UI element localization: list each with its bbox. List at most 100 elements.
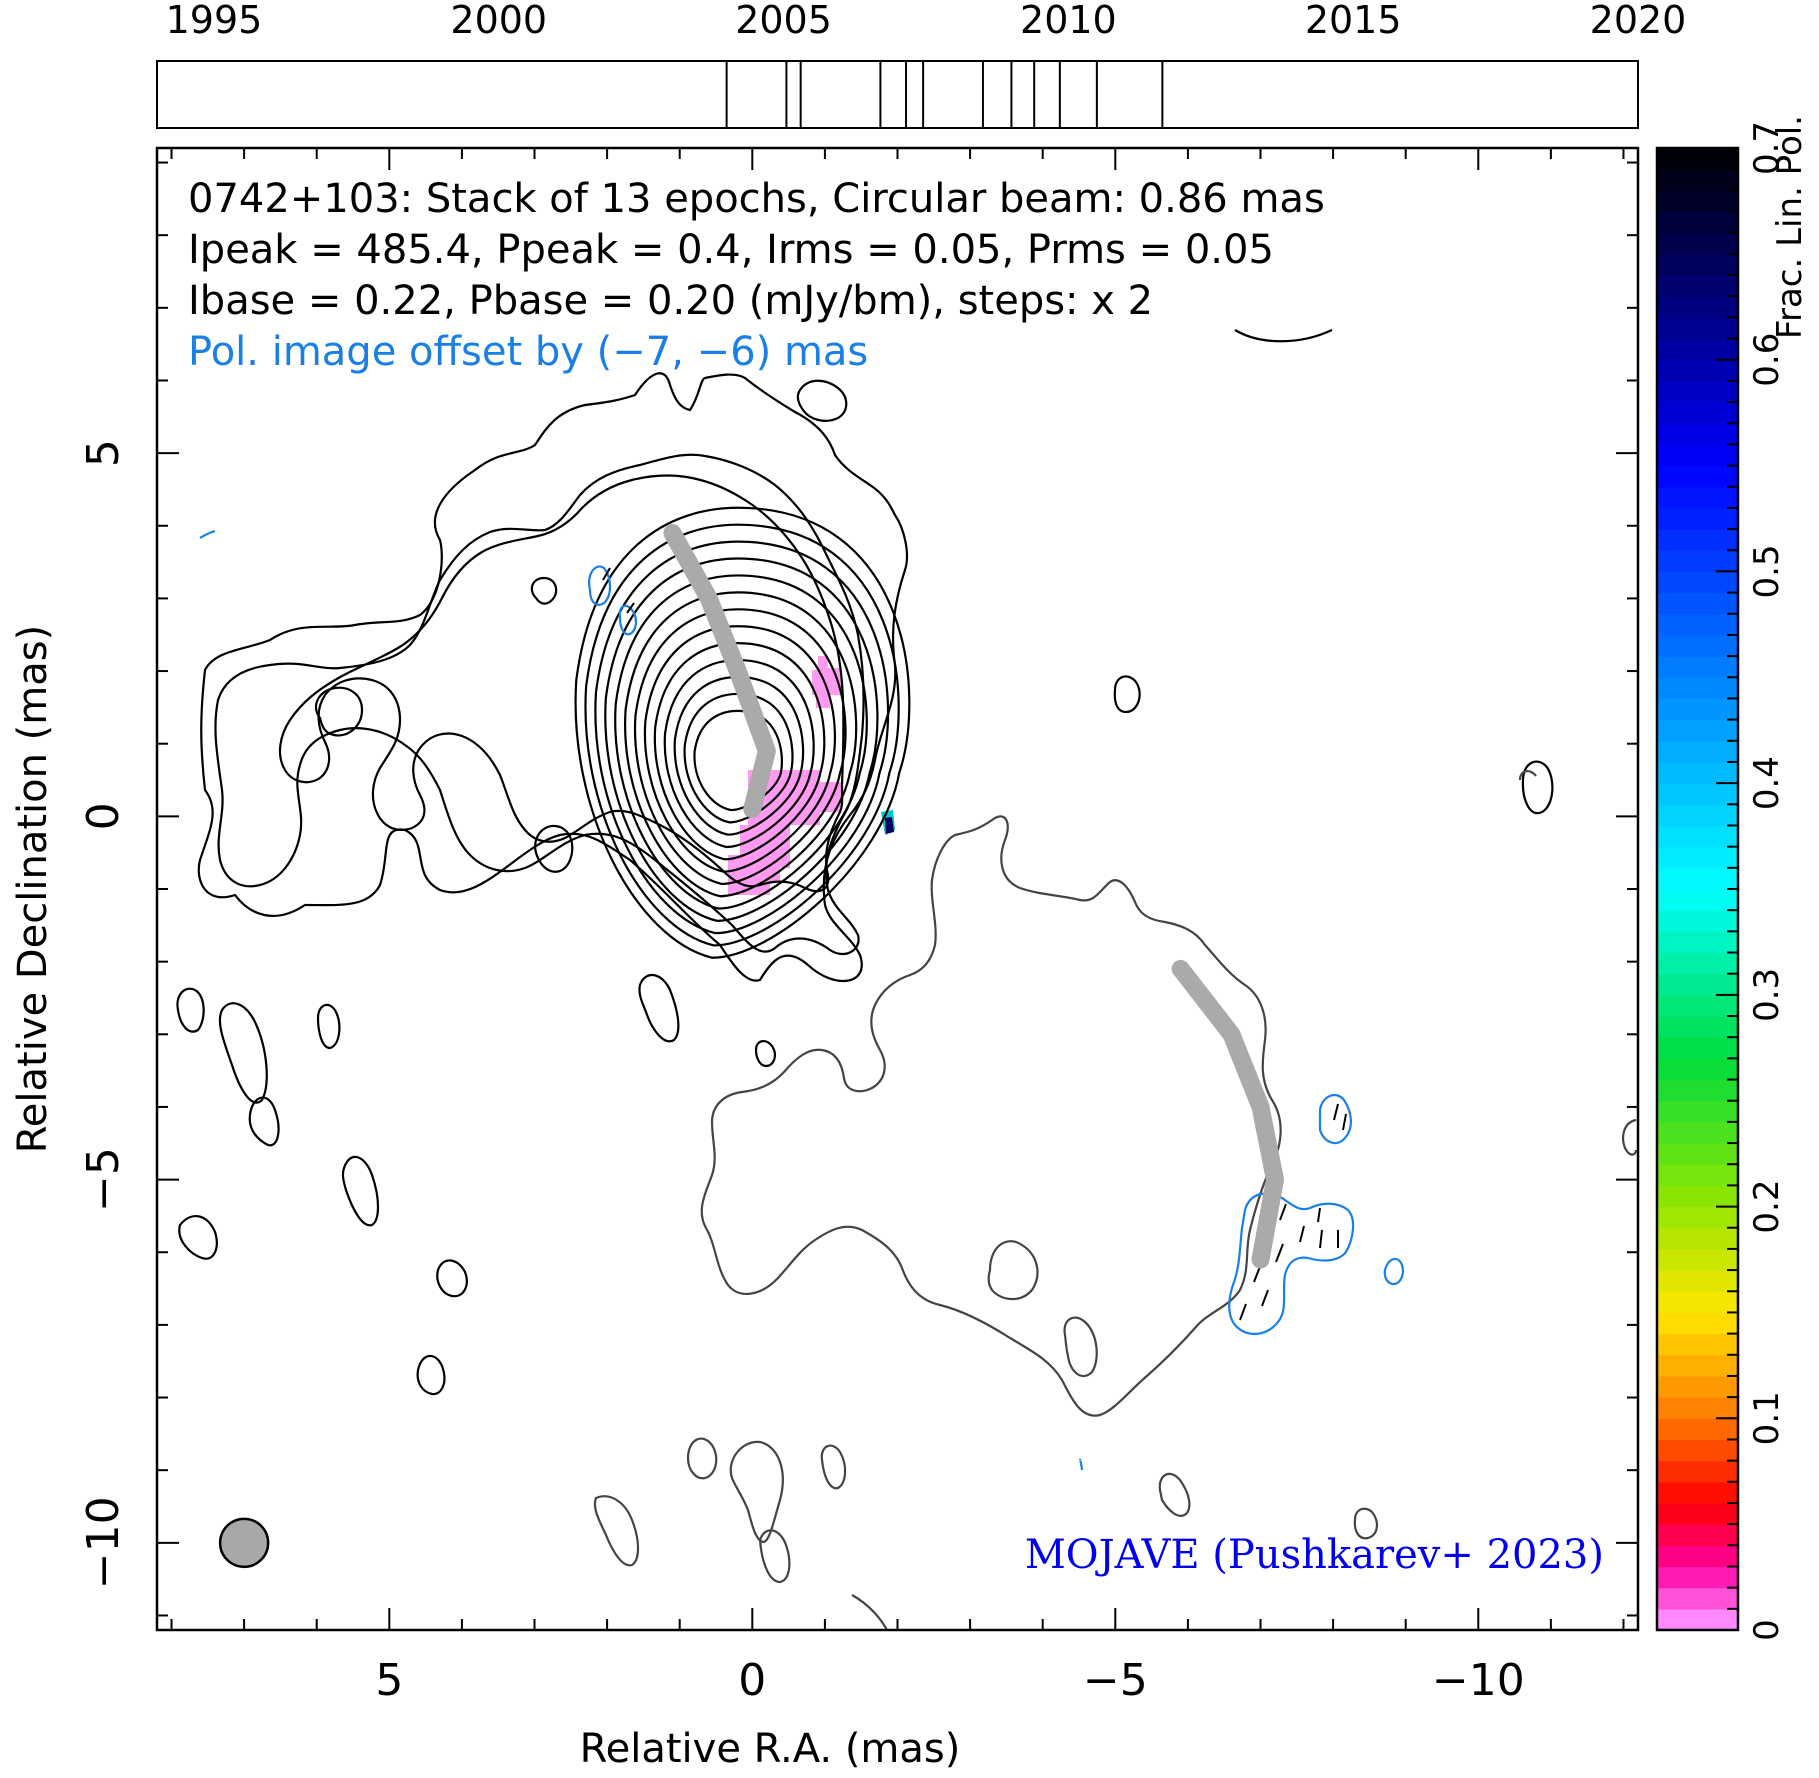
evpa-tick (1319, 1229, 1323, 1249)
outer-contour-left-small-6 (178, 1215, 218, 1260)
intensity-contour-level (673, 675, 805, 836)
colorbar-step (1657, 550, 1738, 573)
extended-contours (176, 329, 1554, 1396)
x-tick-label: −5 (1083, 1655, 1148, 1706)
outer-contour-right-blob (1113, 675, 1141, 714)
colorbar-step (1657, 1037, 1738, 1059)
epoch-tick-labels: 1995 2000 2005 2010 2015 2020 (166, 0, 1687, 42)
colorbar-tick-label: 0.3 (1747, 968, 1787, 1022)
outer-contour-left-small-7 (436, 1259, 468, 1298)
x-tick-label: 0 (738, 1655, 766, 1706)
colorbar-step (1657, 1587, 1738, 1610)
colorbar-step (1657, 571, 1738, 594)
colorbar-step (1657, 232, 1738, 255)
outer-contour-lobe-bottom (534, 824, 574, 873)
colorbar-ticks (1716, 147, 1738, 1631)
intensity-contour-level (633, 608, 847, 886)
evpa-ticks (602, 567, 1347, 1321)
colorbar-step (1657, 1439, 1738, 1462)
y-tick-label: 0 (78, 802, 129, 830)
colorbar-step (1657, 613, 1738, 636)
intensity-contour-level (663, 658, 815, 849)
colorbar-step (1657, 1121, 1738, 1144)
axis-ticks (157, 148, 1638, 1630)
outer-contour-2 (214, 453, 865, 956)
colorbar-step (1657, 677, 1738, 700)
pol-fill-patch-edge-dark (885, 817, 894, 834)
pol-contour-main (1228, 1192, 1355, 1336)
colorbar-step (1657, 994, 1738, 1017)
intensity-contour-level (604, 557, 879, 922)
colorbar-tick-label: 0.2 (1747, 1180, 1787, 1234)
colorbar-tick-labels: 0 0.1 0.2 0.3 0.4 0.5 0.6 0.7 (1747, 121, 1787, 1641)
epoch-tick-label: 2015 (1305, 0, 1402, 42)
intensity-contour-level (574, 506, 911, 959)
offset-contour-blob-3 (1353, 1507, 1378, 1540)
x-tick-label: 5 (375, 1655, 403, 1706)
evpa-tick (1342, 1113, 1347, 1131)
intensity-contour-level (693, 709, 784, 812)
total-intensity-contours (574, 506, 911, 959)
pol-contour-small-right (1383, 1257, 1404, 1286)
outer-contour-mid-small-1 (638, 974, 680, 1043)
colorbar-step (1657, 1397, 1738, 1419)
x-tick-label: −10 (1432, 1655, 1525, 1706)
colorbar-step (1657, 592, 1738, 615)
intensity-contour-level (653, 642, 826, 861)
colorbar-step (1657, 1079, 1738, 1102)
evpa-tick (1275, 1243, 1284, 1263)
colorbar-step (1657, 1312, 1738, 1335)
epoch-tick-label: 2020 (1590, 0, 1687, 42)
colorbar-step (1657, 1354, 1738, 1377)
outer-contour-far-right-blob (1521, 760, 1554, 815)
x-axis-label: Relative R.A. (mas) (580, 1726, 961, 1772)
y-tick-labels: 5 0 −5 −10 (78, 439, 129, 1589)
x-tick-labels: 5 0 −5 −10 (375, 1655, 1524, 1706)
evpa-tick (1239, 1303, 1247, 1321)
outer-contour-left-small-3 (248, 1096, 280, 1147)
colorbar-tick-label: 0.5 (1747, 544, 1787, 598)
colorbar-step (1657, 253, 1738, 276)
colorbar-step (1657, 952, 1738, 975)
offset-contour-blob-5 (1518, 770, 1537, 781)
evpa-tick (1299, 1225, 1305, 1243)
offset-contour-blob-2 (1063, 1316, 1098, 1378)
colorbar-step (1657, 783, 1738, 805)
colorbar-step (1657, 804, 1738, 827)
colorbar-step (1657, 1418, 1738, 1441)
colorbar-step (1657, 1481, 1738, 1504)
colorbar-step (1657, 1164, 1738, 1186)
colorbar-step (1657, 317, 1738, 340)
offset-contour-bottom-2 (729, 1440, 784, 1544)
offset-contour-bottom-4 (593, 1495, 640, 1567)
colorbar-step (1657, 740, 1738, 763)
pol-contour-core-1 (588, 565, 612, 606)
colorbar: 0 0.1 0.2 0.3 0.4 0.5 0.6 0.7 Frac. Lin. Pol. (1655, 115, 1810, 1641)
colorbar-tick-label: 0.6 (1747, 333, 1787, 387)
beam-ellipse (218, 1517, 270, 1569)
pol-contour-dot-left (199, 529, 216, 539)
outer-contour-lobe-small (530, 576, 558, 605)
colorbar-step (1657, 211, 1738, 234)
header-line-2: Ipeak = 485.4, Ppeak = 0.4, Irms = 0.05,… (188, 227, 1274, 273)
colorbar-step (1657, 1375, 1738, 1398)
epoch-tick-label: 2000 (450, 0, 547, 42)
colorbar-step (1657, 973, 1738, 996)
colorbar-step (1657, 761, 1738, 784)
colorbar-tick-label: 0 (1747, 1619, 1787, 1641)
colorbar-step (1657, 338, 1738, 361)
credit-label: MOJAVE (Pushkarev+ 2023) (1025, 1532, 1604, 1578)
colorbar-step (1657, 1016, 1738, 1038)
header-line-1: 0742+103: Stack of 13 epochs, Circular b… (188, 176, 1325, 222)
colorbar-step (1657, 529, 1738, 551)
colorbar-step (1657, 486, 1738, 509)
ridge-line-offset (1171, 959, 1285, 1269)
colorbar-label: Frac. Lin. Pol. (1770, 115, 1810, 339)
offset-polarization-contours (593, 770, 1638, 1630)
epoch-tick-label: 1995 (166, 0, 263, 42)
plot-area: 5 0 −5 −10 5 0 −5 −10 0742+103: Stack of 13 ep… (10, 146, 1640, 1772)
colorbar-step (1657, 1206, 1738, 1229)
colorbar-step (1657, 1185, 1738, 1208)
colorbar-step (1657, 1460, 1738, 1483)
